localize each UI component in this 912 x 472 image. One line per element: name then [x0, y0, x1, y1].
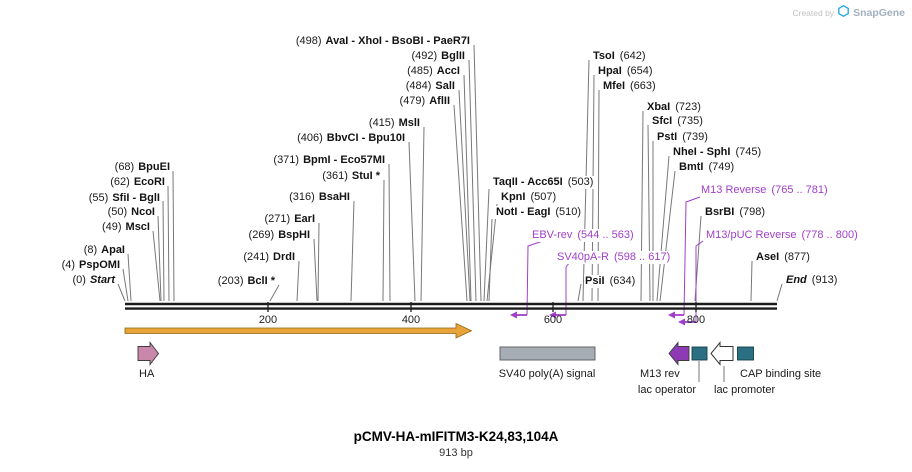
- site-label-aflii: (479) AflII: [398, 95, 451, 108]
- ruler-ticks: [267, 302, 697, 312]
- site-label-bsahi: (316) BsaHI: [288, 191, 351, 204]
- site-label-acci: (485) AccI: [406, 65, 461, 78]
- sv40-polya-box: [499, 346, 596, 361]
- map-footer: pCMV-HA-mIFITM3-K24,83,104A 913 bp: [0, 429, 912, 459]
- cap-binding-box: [737, 346, 754, 361]
- site-label-msli: (415) MslI: [367, 117, 421, 130]
- site-label-pspomi: (4) PspOMI: [60, 259, 121, 272]
- site-label-hpai: HpaI (654): [597, 65, 654, 78]
- site-label-tsoi: TsoI (642): [592, 50, 647, 63]
- end-label: End (913): [785, 274, 839, 287]
- site-label-noti-eagi: NotI - EagI (510): [495, 206, 583, 219]
- primer-lines: [516, 196, 704, 323]
- sequence-line: [125, 302, 777, 310]
- site-label-ecori: (62) EcoRI: [109, 176, 166, 189]
- orf-arrow: [124, 322, 473, 339]
- ruler-tick-800: 800: [686, 314, 706, 326]
- ruler-tick-400: 400: [401, 314, 421, 326]
- site-label-drdi: (241) DrdI: [242, 251, 296, 264]
- site-label-asei: AseI (877): [755, 251, 811, 264]
- feature-label-lac-operator: lac operator: [637, 384, 696, 396]
- primer-label-ebv-rev: EBV-rev (544 .. 563): [531, 229, 635, 242]
- leader-lines: [117, 44, 783, 302]
- primer-arrowheads: [510, 311, 685, 326]
- site-label-nhei-sphi: NheI - SphI (745): [672, 146, 763, 159]
- site-label-xbai: XbaI (723): [646, 101, 702, 114]
- ruler-tick-200: 200: [258, 314, 278, 326]
- site-label-bmti: BmtI (749): [678, 161, 736, 174]
- site-label-sfii-bgli: (55) SfiI - BglI: [87, 192, 161, 205]
- site-label-avai-xhoi-bsobi-paer7i: (498) AvaI - XhoI - BsoBI - PaeR7I: [294, 35, 471, 48]
- feature-label-m13-rev: M13 rev: [640, 368, 680, 380]
- primer-label-m13-reverse: M13 Reverse (765 .. 781): [700, 184, 829, 197]
- site-label-psii: PsiI (634): [584, 275, 637, 288]
- primer-label-m13-puc-reverse: M13/pUC Reverse (778 .. 800): [705, 229, 859, 242]
- snapgene-logo-icon: [838, 4, 849, 22]
- plasmid-title: pCMV-HA-mIFITM3-K24,83,104A: [353, 429, 559, 444]
- created-by-text: Created by: [792, 8, 835, 18]
- site-label-bbvci-bpu10i: (406) BbvCI - Bpu10I: [296, 132, 406, 145]
- snapgene-brand-text: SnapGene: [853, 7, 905, 19]
- primer-label-sv40pa-r: SV40pA-R (598 .. 617): [556, 251, 672, 264]
- site-label-sali: (484) SalI: [404, 80, 456, 93]
- site-label-apai: (8) ApaI: [82, 244, 126, 257]
- m13-rev-arrow: [668, 341, 690, 366]
- feature-label-lac-promoter: lac promoter: [714, 384, 776, 396]
- site-label-taqii-acc65i: TaqII - Acc65I (503): [492, 176, 595, 189]
- start-label: (0) Start: [71, 274, 116, 287]
- site-label-msci: (49) MscI: [100, 221, 151, 234]
- site-label-bsphi: (269) BspHI: [247, 229, 311, 242]
- feature-label-ha: HA: [139, 368, 155, 380]
- site-label-bpuei: (68) BpuEI: [113, 161, 171, 174]
- site-label-bcli: (203) BclI *: [216, 275, 276, 288]
- site-label-kpni: KpnI (507): [500, 191, 558, 204]
- ruler-tick-600: 600: [543, 314, 563, 326]
- site-label-bpmi-eco57mi: (371) BpmI - Eco57MI: [272, 154, 386, 167]
- site-label-psti: PstI (739): [656, 131, 709, 144]
- feature-label-cap-binding-site: CAP binding site: [740, 368, 822, 380]
- site-label-eari: (271) EarI: [263, 213, 316, 226]
- site-label-stui: (361) StuI *: [321, 170, 381, 183]
- feature-label-sv40-polya: SV40 poly(A) signal: [498, 368, 596, 380]
- feature-label-leaders: [698, 361, 725, 382]
- lac-operator-box: [691, 346, 708, 361]
- site-label-bglii: (492) BglII: [410, 50, 466, 63]
- site-label-sfci: SfcI (735): [651, 115, 704, 128]
- ha-arrow: [137, 341, 160, 366]
- site-label-ncoi: (50) NcoI: [106, 206, 156, 219]
- lac-promoter-arrow: [710, 341, 734, 366]
- snapgene-credit: Created by SnapGene: [792, 4, 905, 22]
- plasmid-length: 913 bp: [439, 447, 473, 459]
- site-label-mfei: MfeI (663): [602, 80, 657, 93]
- site-label-bsrbi: BsrBI (798): [704, 206, 767, 219]
